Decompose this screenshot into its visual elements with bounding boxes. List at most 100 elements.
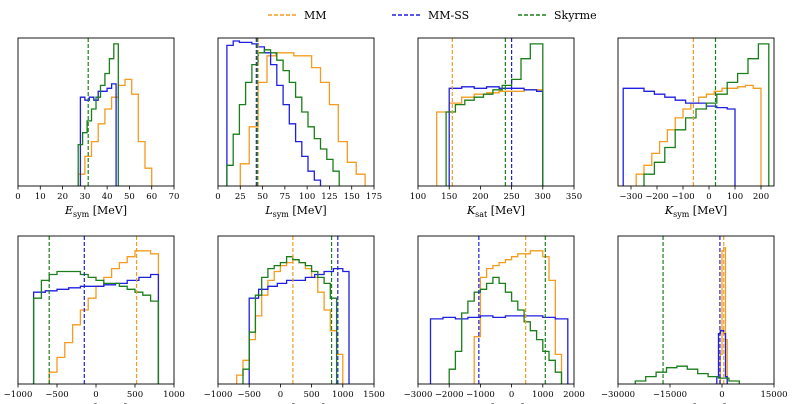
- plot-frame: [17, 37, 175, 187]
- histogram-series-3: [226, 49, 340, 186]
- x-axis-label-subscript: sym: [673, 210, 690, 219]
- legend: MM MM-SS Skyrme: [268, 9, 597, 22]
- histogram-series-2: [429, 315, 569, 384]
- x-tick-label: 0: [278, 390, 283, 400]
- x-axis-label-symbol: K: [664, 204, 674, 217]
- x-tick-label: 0: [706, 192, 711, 202]
- x-tick-label: 175: [366, 192, 382, 202]
- x-tick-label: 1500: [363, 390, 385, 400]
- plot-frame: [17, 235, 175, 385]
- x-axis-label-symbol: Q: [267, 402, 276, 404]
- x-axis-label: Esym [MeV]: [64, 204, 127, 219]
- x-axis-label: Zsat [MeV]: [466, 402, 525, 404]
- x-axis-label: Qsym [MeV]: [64, 402, 127, 404]
- histogram-series-2: [32, 273, 160, 384]
- histogram-panel-1: 0 10 20 30 40 50 60 70 Esym [MeV]: [15, 37, 180, 219]
- x-axis-label-unit: [MeV]: [487, 204, 525, 217]
- x-tick-label: −1000: [204, 390, 233, 400]
- x-tick-label: 0: [509, 390, 514, 400]
- x-tick-label: 70: [169, 192, 180, 202]
- x-tick-label: −3000: [404, 390, 433, 400]
- x-axis-label-unit: [MeV]: [487, 402, 525, 404]
- histogram-panel-5: −1000 −500 0 500 1000 Qsym [MeV]: [4, 235, 185, 404]
- histogram-panel-4: −300 −200 −100 0 100 200 Ksym [MeV]: [617, 37, 775, 219]
- x-axis-label: Zsym [MeV]: [664, 402, 727, 404]
- x-axis-label-unit: [MeV]: [288, 402, 326, 404]
- histogram-panel-2: 0 25 50 75 100 125 150 175 Lsym [MeV]: [215, 37, 382, 219]
- x-axis-label-symbol: K: [466, 204, 476, 217]
- x-axis-label-symbol: Z: [664, 402, 673, 404]
- x-axis-label-symbol: Q: [64, 402, 73, 404]
- x-axis-label-subscript: sat: [475, 210, 488, 219]
- x-tick-label: 100: [299, 192, 315, 202]
- x-axis-label-symbol: E: [64, 204, 73, 217]
- histogram-series-2: [79, 83, 117, 186]
- x-tick-label: 350: [566, 192, 582, 202]
- x-tick-label: 0: [15, 192, 20, 202]
- x-tick-label: 150: [344, 192, 360, 202]
- legend-entry-mm-ss: MM-SS: [392, 9, 469, 22]
- x-axis-label-symbol: L: [264, 204, 272, 217]
- legend-label: MM-SS: [428, 9, 469, 22]
- histogram-series-3: [445, 43, 544, 186]
- x-tick-label: 1000: [532, 390, 554, 400]
- x-tick-label: 60: [146, 192, 157, 202]
- legend-label: MM: [304, 9, 327, 22]
- histogram-panel-8: −30000 −15000 0 15000 Zsym [MeV]: [601, 235, 788, 404]
- histogram-series-1: [239, 52, 366, 186]
- x-tick-label: 200: [472, 192, 488, 202]
- x-tick-label: 15000: [760, 390, 787, 400]
- x-axis-label: Ksym [MeV]: [664, 204, 727, 219]
- x-tick-label: 100: [727, 192, 743, 202]
- x-tick-label: 200: [753, 192, 769, 202]
- x-axis-label-unit: [MeV]: [289, 204, 327, 217]
- x-axis-label-unit: [MeV]: [689, 204, 727, 217]
- x-tick-label: 1000: [163, 390, 185, 400]
- histogram-series-1: [48, 250, 160, 384]
- x-tick-label: −500: [238, 390, 261, 400]
- x-tick-label: 25: [235, 192, 246, 202]
- x-tick-label: 1000: [332, 390, 354, 400]
- x-tick-label: 0: [215, 192, 220, 202]
- x-axis-label-subscript: sym: [273, 210, 290, 219]
- x-axis-label-unit: [MeV]: [689, 402, 727, 404]
- histogram-panel-3: 100 150 200 250 300 350 Ksat [MeV]: [410, 37, 582, 219]
- x-axis-label-unit: [MeV]: [90, 402, 128, 404]
- histogram-series-3: [643, 43, 770, 186]
- x-tick-label: −200: [645, 192, 668, 202]
- histogram-series-1: [473, 250, 563, 384]
- x-tick-label: −15000: [653, 390, 687, 400]
- histogram-series-3: [634, 365, 740, 384]
- legend-entry-mm: MM: [268, 9, 327, 22]
- legend-label: Skyrme: [554, 9, 597, 22]
- x-axis-label: Ksat [MeV]: [466, 204, 525, 219]
- histogram-series-3: [242, 256, 338, 384]
- x-axis-label-subscript: sym: [73, 210, 90, 219]
- plot-frame: [617, 235, 775, 385]
- legend-entry-skyrme: Skyrme: [518, 9, 597, 22]
- histogram-panel-7: −3000−2000−1000 0 1000 2000 Zsat [MeV]: [404, 235, 585, 404]
- plot-frame: [217, 37, 375, 187]
- plot-frame: [417, 235, 575, 385]
- x-tick-label: 75: [279, 192, 290, 202]
- x-tick-label: 10: [35, 192, 46, 202]
- histogram-series-1: [77, 78, 153, 186]
- x-tick-label: −500: [45, 390, 68, 400]
- histogram-series-1: [236, 259, 344, 384]
- histogram-series-2: [226, 40, 322, 186]
- plot-frame: [217, 235, 375, 385]
- x-axis-label-symbol: Z: [466, 402, 475, 404]
- histogram-series-3: [448, 276, 563, 384]
- x-tick-label: 40: [102, 192, 113, 202]
- plot-frame: [617, 37, 775, 187]
- histogram-series-3: [77, 43, 119, 186]
- x-tick-label: 150: [441, 192, 457, 202]
- x-tick-label: 250: [503, 192, 519, 202]
- histogram-series-2: [248, 267, 350, 384]
- histogram-panel-6: −1000 −500 0 500 1000 1500 Qsat [MeV]: [204, 235, 385, 404]
- x-tick-label: −30000: [601, 390, 635, 400]
- x-tick-label: 100: [410, 192, 426, 202]
- plot-frame: [417, 37, 575, 187]
- x-tick-label: −300: [619, 192, 642, 202]
